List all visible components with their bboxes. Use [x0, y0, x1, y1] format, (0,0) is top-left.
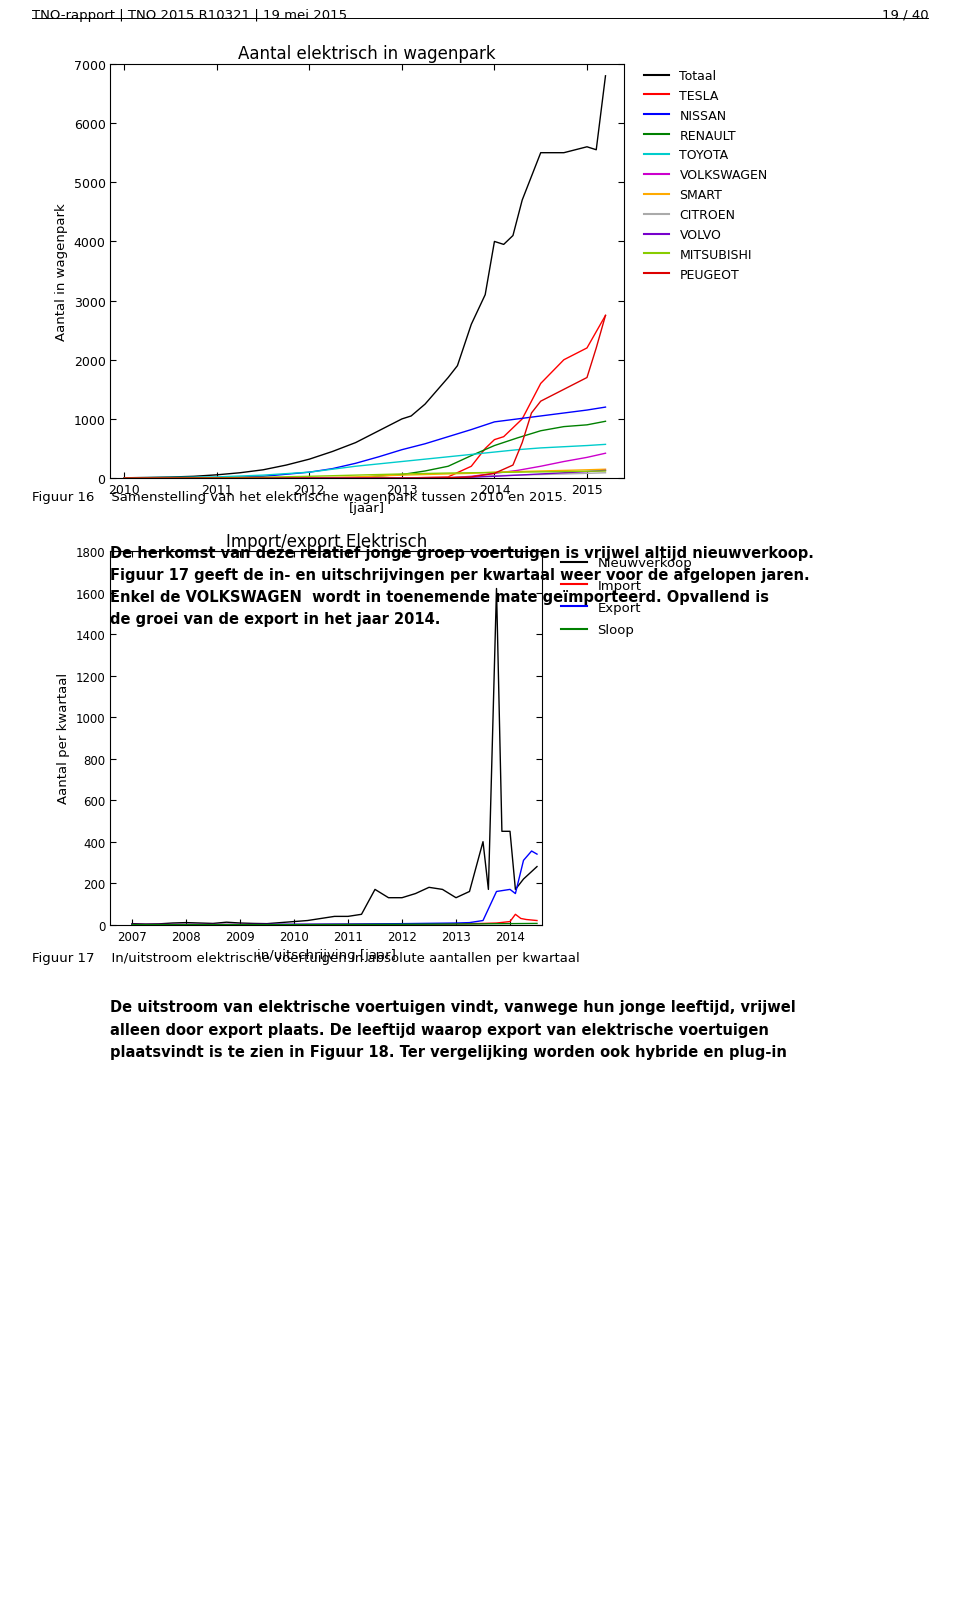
Title: Aantal elektrisch in wagenpark: Aantal elektrisch in wagenpark — [238, 45, 496, 63]
X-axis label: in/uitschrijving [jaar]: in/uitschrijving [jaar] — [257, 948, 396, 961]
Text: 19 / 40: 19 / 40 — [881, 8, 928, 23]
Legend: Nieuwverkoop, Import, Export, Sloop: Nieuwverkoop, Import, Export, Sloop — [556, 552, 698, 643]
X-axis label: [jaar]: [jaar] — [349, 502, 385, 514]
Y-axis label: Aantal in wagenpark: Aantal in wagenpark — [55, 203, 68, 341]
Text: TNO-rapport | TNO 2015 R10321 | 19 mei 2015: TNO-rapport | TNO 2015 R10321 | 19 mei 2… — [32, 8, 347, 23]
Legend: Totaal, TESLA, NISSAN, RENAULT, TOYOTA, VOLKSWAGEN, SMART, CITROEN, VOLVO, MITSU: Totaal, TESLA, NISSAN, RENAULT, TOYOTA, … — [639, 65, 773, 287]
Text: De herkomst van deze relatief jonge groep voertuigen is vrijwel altijd nieuwverk: De herkomst van deze relatief jonge groe… — [110, 545, 814, 626]
Text: De uitstroom van elektrische voertuigen vindt, vanwege hun jonge leeftijd, vrijw: De uitstroom van elektrische voertuigen … — [110, 1000, 796, 1060]
Title: Import/export Elektrisch: Import/export Elektrisch — [226, 532, 427, 550]
Text: Figuur 16    Samenstelling van het elektrische wagenpark tussen 2010 en 2015.: Figuur 16 Samenstelling van het elektris… — [32, 490, 566, 505]
Y-axis label: Aantal per kwartaal: Aantal per kwartaal — [58, 674, 70, 803]
Text: Figuur 17    In/uitstroom elektrische voertuigen in absolute aantallen per kwart: Figuur 17 In/uitstroom elektrische voert… — [32, 951, 580, 964]
